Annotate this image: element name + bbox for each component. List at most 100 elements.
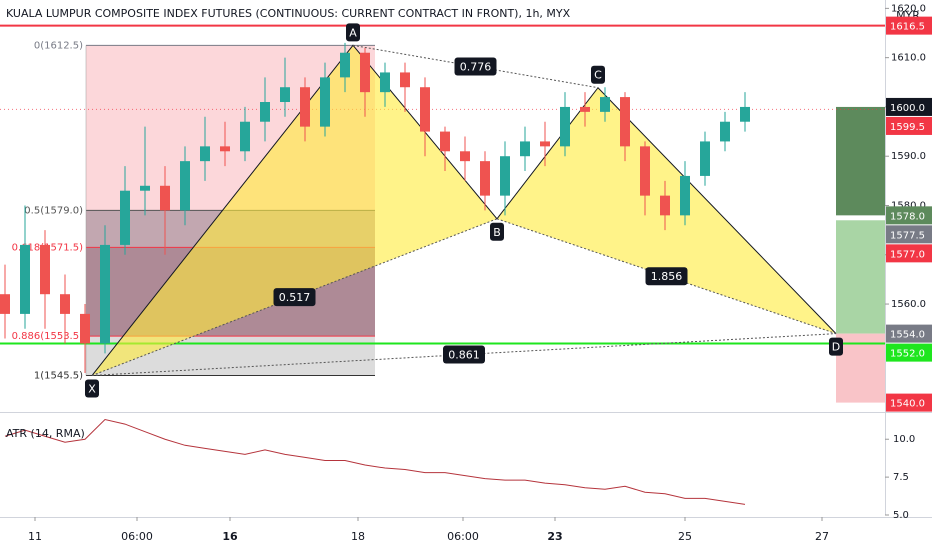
atr-y-tick-label: 10.0 <box>893 434 915 445</box>
ratio-box <box>645 267 688 286</box>
candle-body <box>0 294 10 314</box>
candle-body <box>600 97 610 112</box>
ratio-label: 0.776 <box>460 61 492 74</box>
pattern-triangle <box>92 45 497 376</box>
candle-body <box>320 77 330 127</box>
point-label: C <box>594 69 602 82</box>
chart-title: KUALA LUMPUR COMPOSITE INDEX FUTURES (CO… <box>6 7 571 20</box>
y-tick-label: 1620.0 <box>891 3 926 14</box>
candle-body <box>80 313 90 344</box>
candle-body <box>740 106 750 122</box>
price-label-box <box>886 206 932 225</box>
main-panel: 0(1612.5)0.5(1579.0)0.618(1571.5)0.886(1… <box>0 23 885 403</box>
fib-label: 1(1545.5) <box>34 371 83 382</box>
candle-body <box>680 175 690 216</box>
ratio-box <box>454 57 497 76</box>
ratio-box <box>273 288 316 307</box>
price-label: 1577.5 <box>890 230 925 241</box>
candle-body <box>40 244 50 295</box>
point-label: A <box>349 26 357 39</box>
price-label: 1578.0 <box>890 211 925 222</box>
candle-body <box>560 106 570 147</box>
ratio-label: 0.517 <box>279 291 311 304</box>
price-label-box <box>886 225 932 244</box>
price-label-box <box>886 244 932 263</box>
atr-panel <box>4 418 746 505</box>
position-zone <box>836 333 885 403</box>
position-zone <box>836 106 885 216</box>
candle-body <box>520 141 530 157</box>
candle-body <box>660 195 670 216</box>
ratio-label: 0.861 <box>448 349 480 362</box>
x-tick-label: 23 <box>547 530 562 543</box>
candle-body <box>200 146 210 162</box>
x-tick-label: 27 <box>815 530 829 543</box>
candle-body <box>340 52 350 78</box>
price-label-box <box>886 393 932 412</box>
position-zone <box>836 220 885 334</box>
point-label: D <box>832 341 840 354</box>
candle-body <box>480 161 490 196</box>
y-tick-label: 1590.0 <box>891 151 926 162</box>
indicator-title: ATR (14, RMA) <box>6 427 85 440</box>
price-label: 1599.5 <box>890 122 925 133</box>
candle-body <box>220 146 230 152</box>
point-box <box>490 222 504 241</box>
candle-body <box>280 87 290 103</box>
x-tick-label: 11 <box>28 530 42 543</box>
point-box <box>591 65 605 84</box>
candle-body <box>300 87 310 127</box>
candle-body <box>700 141 710 176</box>
y-tick-label: 1580.0 <box>891 200 926 211</box>
atr-y-tick-label: 5.0 <box>893 510 909 521</box>
candle-body <box>720 121 730 142</box>
point-box <box>346 23 360 42</box>
price-label: 1540.0 <box>890 399 925 410</box>
candle-body <box>260 102 270 122</box>
point-box <box>85 379 99 398</box>
point-label: B <box>493 226 501 239</box>
fib-label: 0(1612.5) <box>34 40 83 51</box>
x-tick-label: 06:00 <box>121 530 153 543</box>
candle-body <box>100 244 110 344</box>
atr-line <box>4 418 746 505</box>
candle-body <box>420 87 430 132</box>
price-label: 1577.0 <box>890 249 925 260</box>
fib-label: 0.886(1553.5) <box>12 331 84 342</box>
candle-body <box>140 185 150 191</box>
candle-body <box>540 141 550 147</box>
y-tick-label: 1610.0 <box>891 53 926 64</box>
candle-body <box>120 190 130 245</box>
price-label-box <box>886 116 932 135</box>
candle-body <box>240 121 250 152</box>
ratio-label: 1.856 <box>651 270 683 283</box>
price-label: 1554.0 <box>890 330 925 341</box>
x-tick-label: 06:00 <box>447 530 479 543</box>
y-tick-label: 1560.0 <box>891 299 926 310</box>
price-label: 1616.5 <box>890 22 925 33</box>
candle-body <box>20 244 30 314</box>
x-tick-label: 16 <box>222 530 238 543</box>
candle-body <box>460 151 470 162</box>
candle-body <box>620 97 630 147</box>
candle-body <box>580 106 590 112</box>
atr-y-tick-label: 7.5 <box>893 472 909 483</box>
candle-body <box>380 72 390 93</box>
point-box <box>829 337 843 356</box>
price-label-box <box>886 324 932 343</box>
candle-body <box>440 131 450 152</box>
price-label-box <box>886 343 932 362</box>
candle-body <box>60 294 70 314</box>
price-label-box <box>886 97 932 116</box>
x-tick-label: 18 <box>351 530 365 543</box>
price-label-box <box>886 16 932 35</box>
candle-body <box>160 185 170 211</box>
x-tick-label: 25 <box>678 530 692 543</box>
fib-label: 0.5(1579.0) <box>24 205 83 216</box>
price-label: 1552.0 <box>890 349 925 360</box>
point-label: X <box>88 383 96 396</box>
candle-body <box>400 72 410 88</box>
candle-body <box>360 52 370 93</box>
ratio-box <box>443 345 485 364</box>
